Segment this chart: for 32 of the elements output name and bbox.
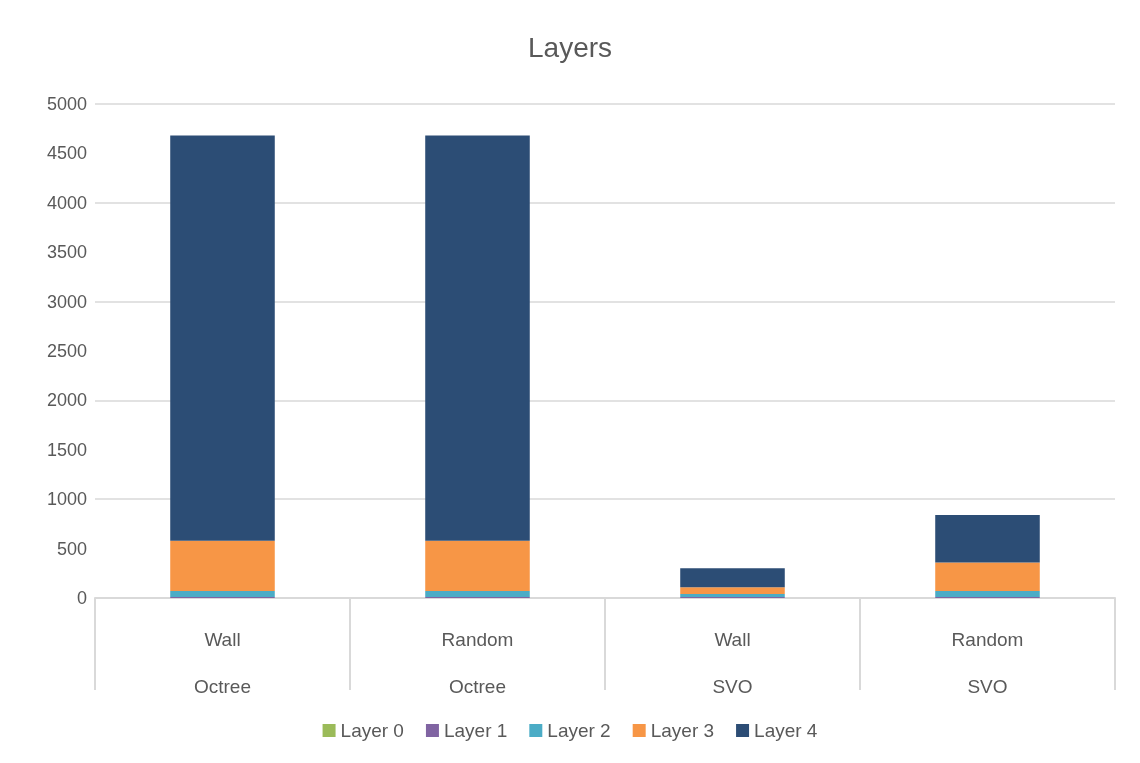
y-tick-label: 1500 xyxy=(46,439,87,460)
bar xyxy=(935,591,1040,598)
bar xyxy=(680,587,785,595)
legend-label: Layer 0 xyxy=(340,720,404,741)
bar xyxy=(680,568,785,588)
bar xyxy=(935,515,1040,563)
bar xyxy=(170,540,275,592)
y-tick-label: 500 xyxy=(56,538,87,559)
y-tick-label: 0 xyxy=(76,588,87,608)
legend-label: Layer 4 xyxy=(754,720,818,741)
category-label: Wall SVO xyxy=(712,629,753,697)
y-tick-label: 4000 xyxy=(46,192,87,213)
bar xyxy=(170,135,275,541)
y-tick-label: 2000 xyxy=(46,390,87,411)
category-label: Random Octree xyxy=(441,629,514,697)
y-tick-label: 5000 xyxy=(46,94,87,114)
bar xyxy=(935,562,1040,592)
bar xyxy=(425,591,530,598)
bar xyxy=(425,135,530,541)
y-tick-label: 3500 xyxy=(46,242,87,263)
bar xyxy=(425,540,530,592)
category-label: Random SVO xyxy=(951,629,1024,697)
legend-label: Layer 1 xyxy=(443,720,508,741)
y-tick-label: 3000 xyxy=(46,291,87,312)
y-tick-label: 1000 xyxy=(46,489,87,510)
legend-label: Layer 2 xyxy=(547,720,611,741)
y-tick-label: 4500 xyxy=(46,143,87,164)
y-tick-label: 2500 xyxy=(46,341,87,361)
legend-label: Layer 3 xyxy=(650,720,715,741)
chart-title: Layers xyxy=(527,31,613,63)
category-label: Wall Octree xyxy=(193,629,252,697)
bar xyxy=(170,591,275,598)
